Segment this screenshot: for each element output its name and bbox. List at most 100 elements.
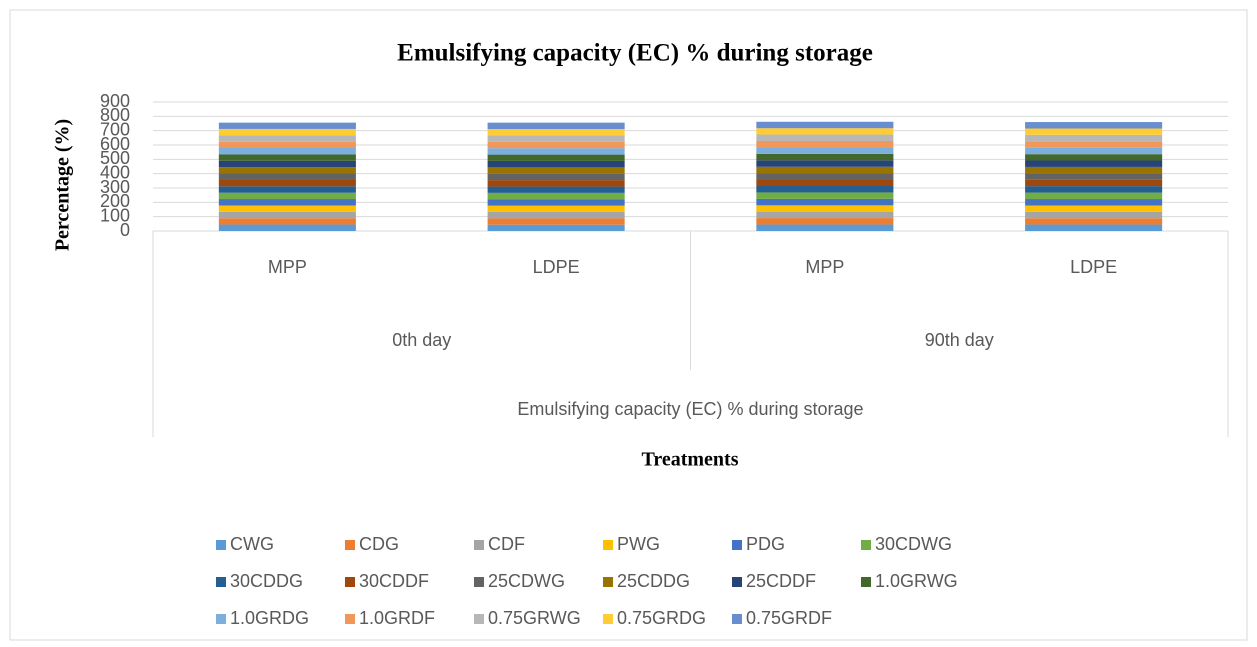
- bar-segment: [1025, 205, 1163, 212]
- bar-segment: [756, 121, 894, 129]
- chart-border: [9, 9, 1248, 641]
- bar-segment: [487, 160, 625, 168]
- x-axis-label: Treatments: [641, 449, 738, 471]
- y-tick-label: 400: [100, 162, 130, 182]
- bar-segment: [487, 180, 625, 187]
- legend-label: CDG: [359, 534, 399, 554]
- x-tick-label: MPP: [268, 257, 307, 277]
- bar-segment: [487, 211, 625, 219]
- bar-segment: [756, 134, 894, 141]
- bar-segment: [218, 218, 356, 225]
- bar-segment: [756, 211, 894, 219]
- y-tick-label: 0: [120, 220, 130, 240]
- legend-label: PDG: [746, 534, 785, 554]
- bar-segment: [1025, 199, 1163, 206]
- legend-label: 25CDDG: [617, 571, 690, 591]
- bar-segment: [487, 192, 625, 200]
- legend-swatch: [474, 614, 484, 624]
- legend-label: 30CDDF: [359, 571, 429, 591]
- y-tick-label: 900: [100, 91, 130, 111]
- legend-label: 30CDDG: [230, 571, 303, 591]
- bar-segment: [1025, 179, 1163, 187]
- bar-segment: [487, 135, 625, 142]
- bar-segment: [487, 129, 625, 136]
- bar-segment: [1025, 128, 1163, 135]
- bar-segment: [218, 211, 356, 219]
- bar-segment: [1025, 122, 1163, 129]
- y-tick-label: 300: [100, 177, 130, 197]
- bar-segment: [487, 154, 625, 161]
- bar-segment: [218, 173, 356, 180]
- bar-segment: [218, 128, 356, 136]
- bar-segment: [218, 179, 356, 187]
- bar-segment: [487, 205, 625, 212]
- legend-swatch: [474, 577, 484, 587]
- bar-segment: [756, 205, 894, 212]
- legend-swatch: [216, 577, 226, 587]
- legend-label: 25CDWG: [488, 571, 565, 591]
- bar-segment: [1025, 224, 1163, 231]
- bar-segment: [218, 186, 356, 193]
- legend-label: PWG: [617, 534, 660, 554]
- y-tick-label: 100: [100, 205, 130, 225]
- legend-label: CWG: [230, 534, 274, 554]
- x-tick-label: MPP: [805, 257, 844, 277]
- x-tick-label: LDPE: [533, 257, 580, 277]
- bar-segment: [756, 166, 894, 174]
- legend-label: 0.75GRDF: [746, 608, 832, 628]
- bar-segment: [487, 141, 625, 149]
- bar-segment: [756, 198, 894, 206]
- bar-segment: [218, 135, 356, 142]
- bar-segment: [1025, 147, 1163, 155]
- bar-segment: [1025, 186, 1163, 193]
- legend-label: 30CDWG: [875, 534, 952, 554]
- bar-segment: [756, 218, 894, 225]
- group-label: 0th day: [392, 330, 451, 350]
- bar-segment: [487, 122, 625, 130]
- legend-swatch: [603, 540, 613, 550]
- legend-swatch: [861, 540, 871, 550]
- legend-label: 1.0GRDF: [359, 608, 435, 628]
- y-tick-label: 500: [100, 148, 130, 168]
- legend-swatch: [216, 540, 226, 550]
- bar-segment: [218, 154, 356, 161]
- bar-segment: [218, 148, 356, 155]
- legend-label: CDF: [488, 534, 525, 554]
- bar-segment: [1025, 173, 1163, 180]
- y-tick-label: 200: [100, 191, 130, 211]
- bar-segment: [756, 224, 894, 231]
- bar-segment: [1025, 141, 1163, 148]
- legend-label: 25CDDF: [746, 571, 816, 591]
- group-label: 90th day: [925, 330, 994, 350]
- bar-segment: [487, 167, 625, 174]
- y-tick-label: 800: [100, 105, 130, 125]
- supergroup-label: Emulsifying capacity (EC) % during stora…: [517, 399, 863, 419]
- legend-swatch: [216, 614, 226, 624]
- legend-swatch: [732, 540, 742, 550]
- bar-segment: [1025, 134, 1163, 142]
- bar-segment: [756, 153, 894, 161]
- bar-segment: [1025, 218, 1163, 225]
- legend-swatch: [345, 614, 355, 624]
- bar-segment: [487, 148, 625, 155]
- legend-swatch: [603, 614, 613, 624]
- y-axis-label: Percentage (%): [52, 119, 74, 251]
- legend-label: 0.75GRDG: [617, 608, 706, 628]
- bar-segment: [1025, 160, 1163, 167]
- legend-swatch: [732, 577, 742, 587]
- bar-segment: [756, 128, 894, 135]
- bar-segment: [487, 224, 625, 231]
- bar-segment: [1025, 154, 1163, 161]
- legend-swatch: [861, 577, 871, 587]
- bar-segment: [218, 141, 356, 149]
- bar-segment: [1025, 211, 1163, 219]
- bar-segment: [1025, 166, 1163, 174]
- legend-swatch: [732, 614, 742, 624]
- bar-segment: [218, 224, 356, 231]
- legend-swatch: [345, 577, 355, 587]
- bar-segment: [487, 218, 625, 225]
- legend-swatch: [474, 540, 484, 550]
- bar-segment: [218, 199, 356, 206]
- y-tick-label: 700: [100, 119, 130, 139]
